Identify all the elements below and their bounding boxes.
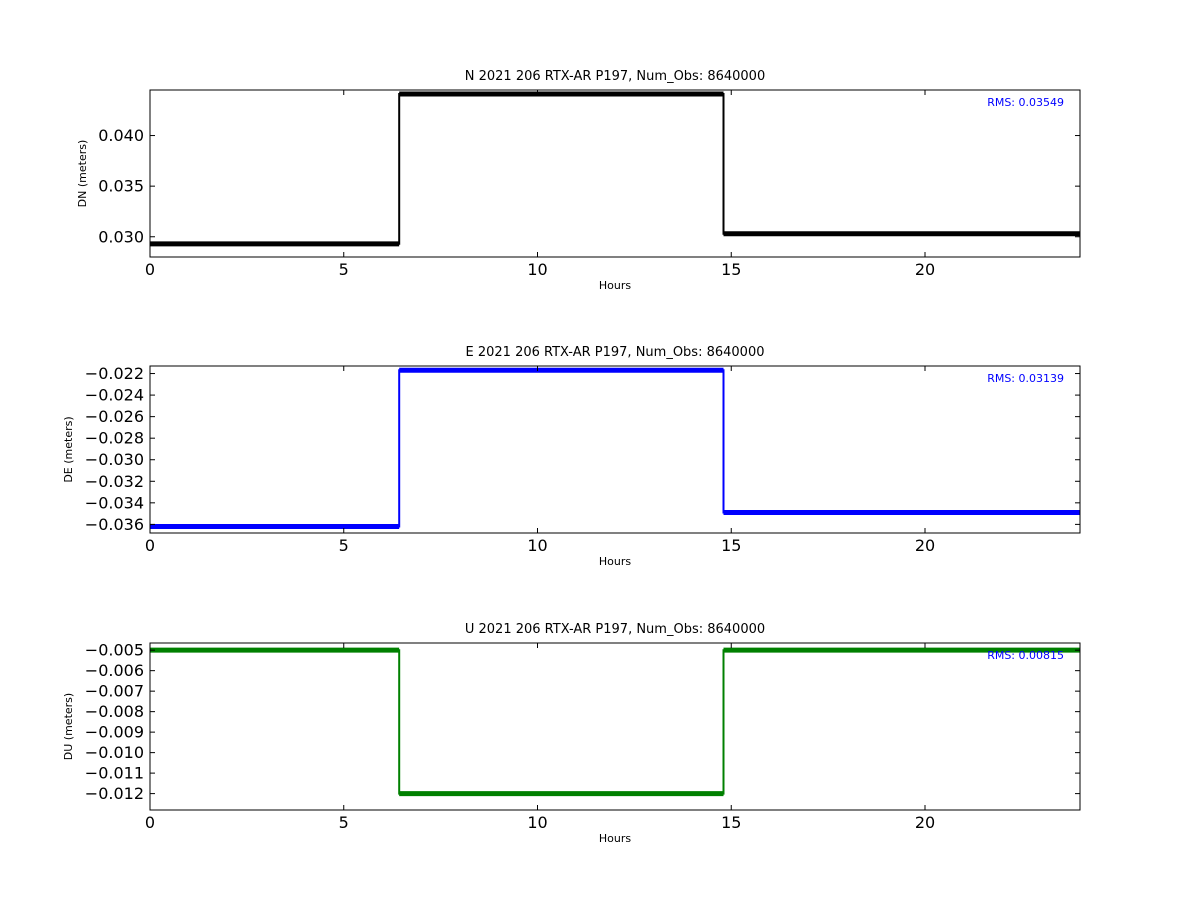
y-tick-label: −0.010 xyxy=(85,743,144,762)
x-tick-label: 5 xyxy=(339,260,349,279)
series-group xyxy=(150,367,1080,530)
x-tick-label: 15 xyxy=(721,260,741,279)
x-tick-label: 0 xyxy=(145,260,155,279)
y-tick-label: −0.024 xyxy=(85,386,144,405)
chart-title: N 2021 206 RTX-AR P197, Num_Obs: 8640000 xyxy=(465,69,765,84)
axes-frame xyxy=(149,365,1081,534)
chart-title: E 2021 206 RTX-AR P197, Num_Obs: 8640000 xyxy=(466,345,765,360)
rms-annotation: RMS: 0.00815 xyxy=(987,649,1064,662)
series-group xyxy=(150,647,1080,797)
rms-annotation: RMS: 0.03549 xyxy=(987,96,1064,109)
x-axis-label: Hours xyxy=(599,279,631,292)
x-tick-label: 10 xyxy=(527,260,547,279)
y-axis-label: DN (meters) xyxy=(76,140,89,208)
y-axis-label: DU (meters) xyxy=(62,693,75,760)
x-tick-label: 10 xyxy=(527,813,547,832)
x-axis-label: Hours xyxy=(599,832,631,845)
x-tick-label: 0 xyxy=(145,813,155,832)
y-tick-label: −0.028 xyxy=(85,429,144,448)
y-tick-label: −0.011 xyxy=(85,764,144,783)
y-tick-label: −0.008 xyxy=(85,702,144,721)
y-tick-label: −0.006 xyxy=(85,661,144,680)
x-tick-label: 0 xyxy=(145,536,155,555)
series-group xyxy=(150,91,1080,247)
x-tick-label: 5 xyxy=(339,813,349,832)
y-tick-label: −0.034 xyxy=(85,493,144,512)
y-tick-label: −0.026 xyxy=(85,407,144,426)
x-axis-label: Hours xyxy=(599,555,631,568)
y-tick-label: −0.005 xyxy=(85,641,144,660)
x-tick-label: 20 xyxy=(915,813,935,832)
panel-2: U 2021 206 RTX-AR P197, Num_Obs: 8640000… xyxy=(62,622,1081,845)
rms-annotation: RMS: 0.03139 xyxy=(987,372,1064,385)
y-tick-label: −0.007 xyxy=(85,682,144,701)
x-tick-label: 10 xyxy=(527,536,547,555)
axes-frame xyxy=(149,642,1081,811)
x-tick-label: 20 xyxy=(915,260,935,279)
x-tick-label: 20 xyxy=(915,536,935,555)
x-tick-label: 5 xyxy=(339,536,349,555)
y-axis-label: DE (meters) xyxy=(62,416,75,482)
y-tick-label: 0.040 xyxy=(98,126,144,145)
y-tick-label: −0.032 xyxy=(85,472,144,491)
y-tick-label: −0.030 xyxy=(85,450,144,469)
y-tick-label: −0.036 xyxy=(85,515,144,534)
y-tick-label: −0.009 xyxy=(85,723,144,742)
x-tick-label: 15 xyxy=(721,536,741,555)
y-tick-label: −0.022 xyxy=(85,364,144,383)
chart-title: U 2021 206 RTX-AR P197, Num_Obs: 8640000 xyxy=(465,622,765,637)
x-tick-label: 15 xyxy=(721,813,741,832)
axes-frame xyxy=(149,89,1081,258)
y-tick-label: 0.035 xyxy=(98,177,144,196)
y-tick-label: 0.030 xyxy=(98,227,144,246)
y-tick-label: −0.012 xyxy=(85,784,144,803)
panel-0: N 2021 206 RTX-AR P197, Num_Obs: 8640000… xyxy=(76,69,1081,292)
panel-1: E 2021 206 RTX-AR P197, Num_Obs: 8640000… xyxy=(62,345,1081,568)
